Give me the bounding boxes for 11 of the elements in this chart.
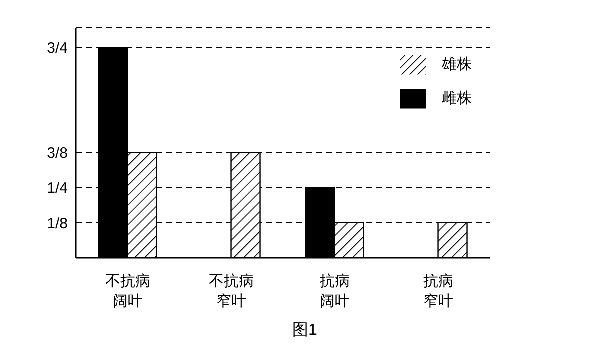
y-tick-label: 1/4 — [47, 180, 68, 198]
y-tick-label: 3/4 — [47, 40, 68, 57]
x-tick-label: 抗病阔叶 — [320, 273, 350, 310]
text: 图1 — [292, 321, 318, 341]
x-tick-label: 不抗病阔叶 — [105, 273, 150, 310]
legend-label: 雌株 — [442, 90, 472, 107]
x-tick-label: 抗病窄叶 — [423, 273, 454, 310]
y-tick-label: 1/8 — [47, 215, 68, 232]
y-tick-label: 3/8 — [47, 145, 68, 162]
x-tick-label: 不抗病窄叶 — [208, 273, 254, 310]
legend-label: 雄株 — [442, 56, 472, 73]
